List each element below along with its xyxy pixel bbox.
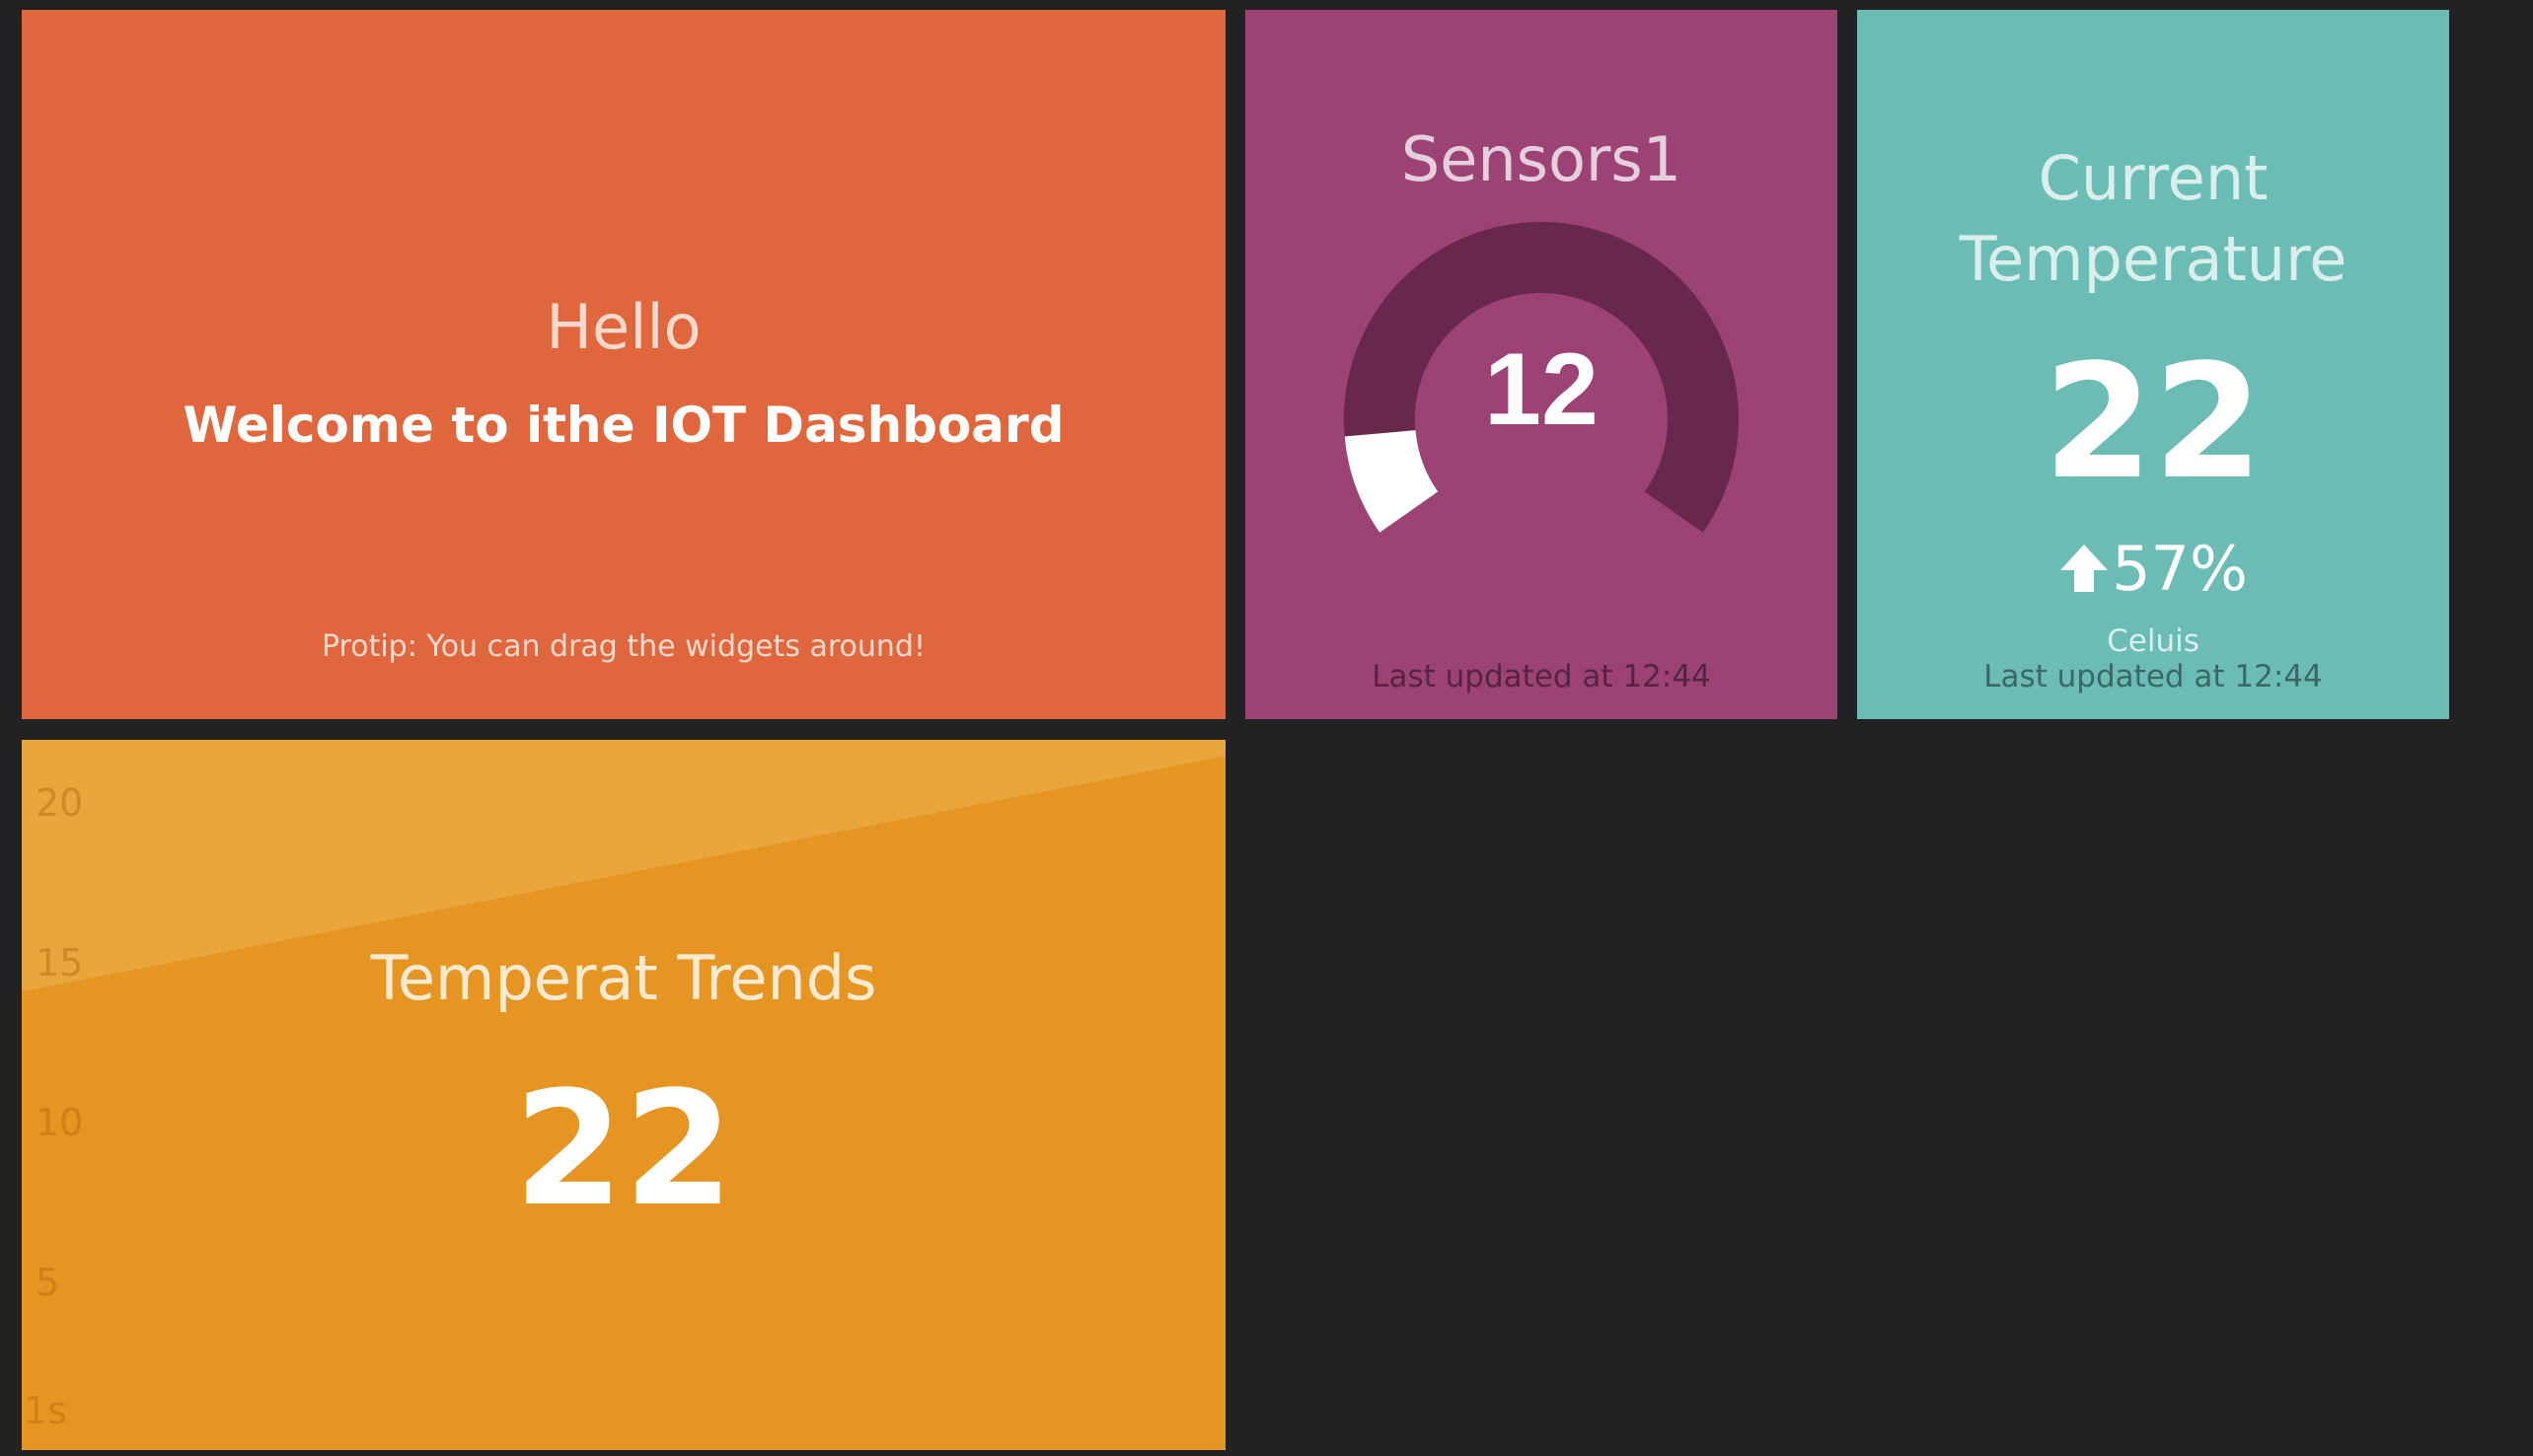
welcome-text: Welcome to ithe IOT Dashboard <box>183 397 1065 454</box>
graph-area-chart <box>22 756 1226 1450</box>
last-updated: Last updated at 12:44 <box>1372 659 1711 694</box>
y-tick-label: 20 <box>36 781 84 825</box>
widget-title: Temperat Trends <box>370 942 877 1014</box>
change-rate-value: 57% <box>2112 533 2248 605</box>
y-tick-label: 5 <box>36 1261 60 1304</box>
last-updated: Last updated at 12:44 <box>1983 659 2323 694</box>
x-tick-label: 1s <box>24 1389 67 1432</box>
protip-text: Protip: You can drag the widgets around! <box>321 629 926 664</box>
arrow-up-icon <box>2058 537 2110 609</box>
hello-widget[interactable]: Hello Welcome to ithe IOT Dashboard Prot… <box>22 10 1226 719</box>
widget-title: Current Temperature <box>1959 142 2347 295</box>
change-rate: 57% <box>1857 533 2449 609</box>
y-tick-label: 10 <box>36 1101 84 1144</box>
y-tick-label: 15 <box>36 941 84 984</box>
meter-value-arc <box>1344 429 1439 533</box>
graph-area-series <box>22 756 1226 1450</box>
sensors-meter-widget[interactable]: Sensors1 12 Last updated at 12:44 <box>1245 10 1837 719</box>
current-temperature-widget[interactable]: Current Temperature 22 57% Celuis Last u… <box>1857 10 2449 719</box>
unit-label: Celuis <box>2107 623 2199 659</box>
meter-track-arc <box>1344 222 1739 533</box>
temperature-value: 22 <box>2043 329 2264 514</box>
widget-title: Hello <box>546 291 702 363</box>
meter-gauge: 12 <box>1344 222 1739 533</box>
meter-value: 12 <box>1484 332 1599 447</box>
widget-title: Sensors1 <box>1400 123 1682 195</box>
graph-current-value: 22 <box>513 1056 734 1241</box>
